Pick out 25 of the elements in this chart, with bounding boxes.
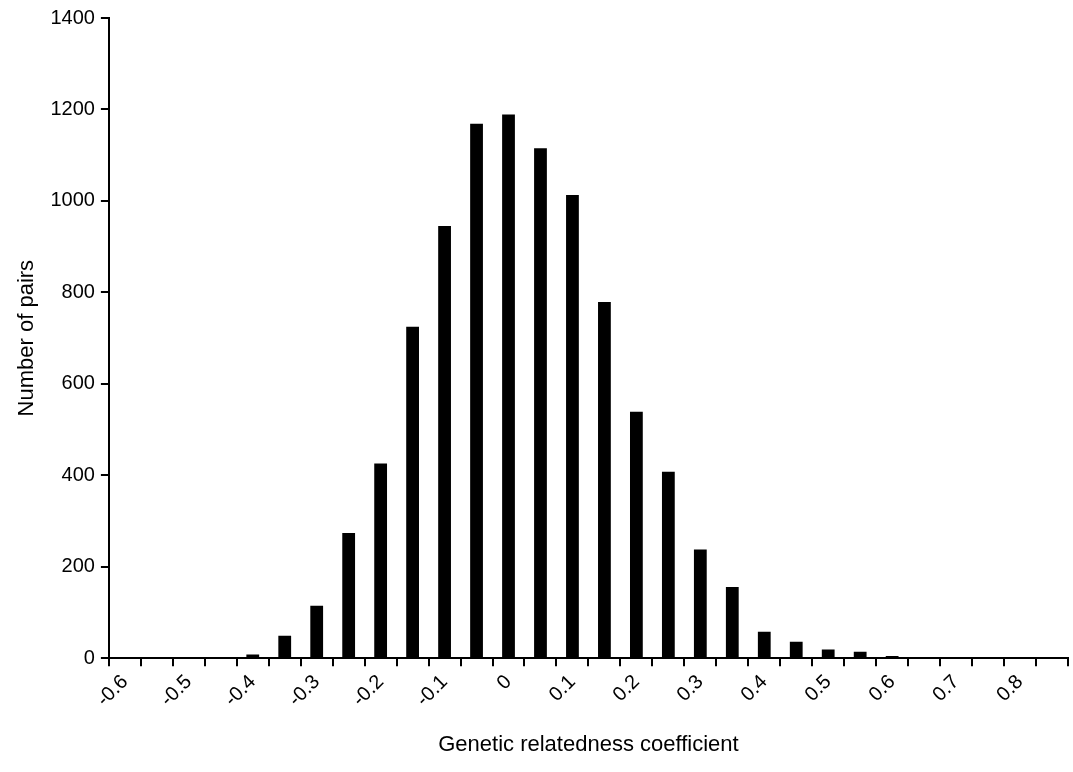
x-tick-label: -0.5 xyxy=(155,669,196,710)
y-axis-title: Number of pairs xyxy=(13,259,39,417)
x-tick-label: 0.2 xyxy=(607,669,644,706)
x-tick-label: 0.3 xyxy=(671,669,708,706)
x-tick-label: -0.4 xyxy=(219,669,260,710)
y-tick-label: 0 xyxy=(83,645,95,668)
y-tick-label: 1000 xyxy=(50,188,95,211)
x-tick-label: -0.6 xyxy=(91,669,132,710)
x-tick-label: 0.6 xyxy=(863,669,899,706)
x-tick-label: 0.4 xyxy=(735,669,771,706)
x-tick-label: 0 xyxy=(491,669,516,694)
x-axis-title: Genetic relatedness coefficient xyxy=(438,730,739,756)
y-tick-label: 1200 xyxy=(50,96,95,119)
y-tick-label: 400 xyxy=(61,462,95,485)
x-tick-label: 0.5 xyxy=(799,669,835,706)
x-tick-label: -0.2 xyxy=(347,669,388,710)
x-tick-label: 0.1 xyxy=(543,669,580,706)
x-tick-label: 0.7 xyxy=(927,669,963,706)
x-tick-label: 0.8 xyxy=(991,669,1027,706)
y-tick-label: 1400 xyxy=(50,5,95,28)
y-tick-label: 600 xyxy=(61,371,95,394)
x-tick-label: -0.1 xyxy=(411,669,452,710)
x-tick-label: -0.3 xyxy=(283,669,324,710)
y-tick-label: 800 xyxy=(61,279,95,302)
y-tick-label: 200 xyxy=(61,554,95,577)
